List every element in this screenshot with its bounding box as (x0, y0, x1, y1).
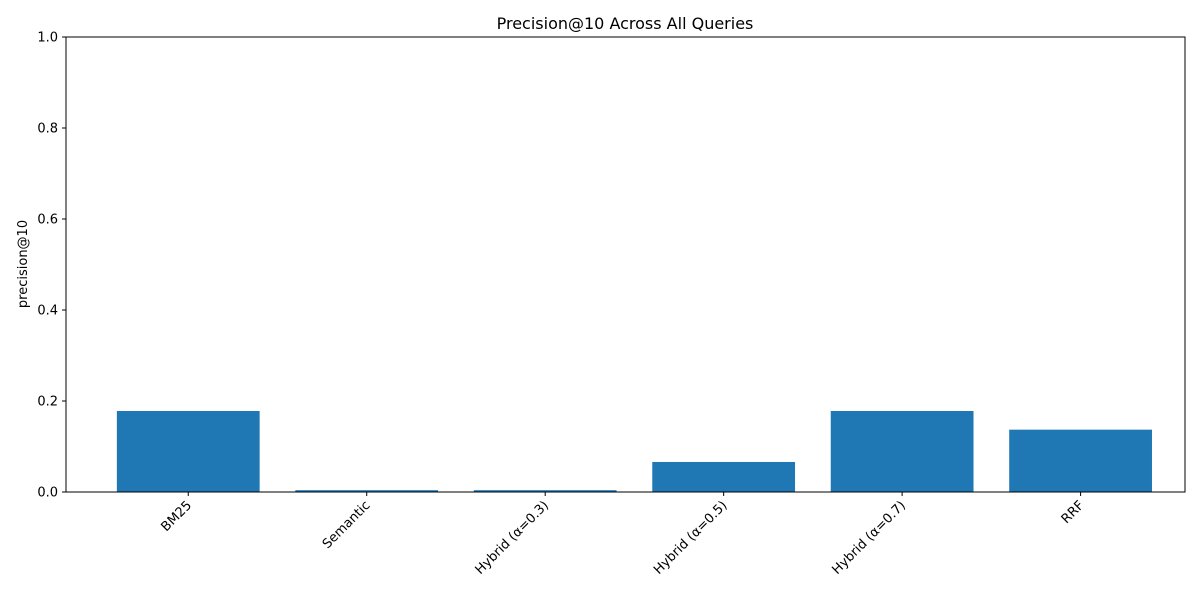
x-tick-label-0: BM25 (159, 498, 196, 535)
bar-1 (295, 490, 439, 492)
bar-0 (116, 411, 260, 492)
y-tick-label-0: 0.0 (37, 486, 58, 501)
x-tick-label-2: Hybrid (α=0.3) (473, 498, 552, 577)
x-tick-label-1: Semantic (320, 498, 374, 552)
bar-5 (1009, 429, 1152, 492)
y-tick-label-4: 0.8 (37, 122, 58, 137)
y-tick-label-1: 0.2 (37, 395, 58, 410)
chart-title: Precision@10 Across All Queries (497, 14, 754, 33)
bar-4 (830, 411, 974, 492)
bar-3 (652, 461, 796, 492)
x-tick-label-4: Hybrid (α=0.7) (830, 498, 909, 577)
plot-frame (65, 36, 1186, 493)
bars-group (116, 411, 1152, 492)
bar-2 (473, 490, 617, 492)
y-tick-label-2: 0.4 (37, 304, 58, 319)
x-tick-label-3: Hybrid (α=0.5) (651, 498, 730, 577)
y-axis: 0.0 0.2 0.4 0.6 0.8 1.0 (37, 31, 66, 501)
x-tick-label-5: RRF (1059, 498, 1088, 527)
y-tick-label-3: 0.6 (37, 213, 58, 228)
x-axis: BM25 Semantic Hybrid (α=0.3) Hybrid (α=0.5)… (159, 492, 1088, 578)
y-axis-label: precision@10 (16, 220, 31, 308)
y-tick-label-5: 1.0 (37, 31, 58, 46)
